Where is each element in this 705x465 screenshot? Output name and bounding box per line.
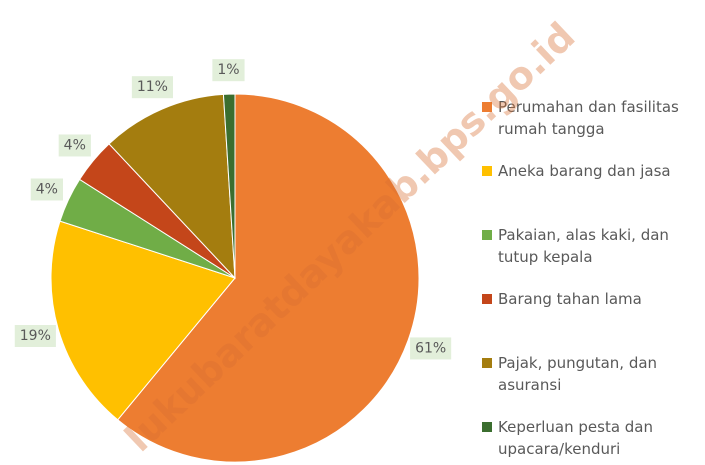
data-label: 11%: [131, 76, 173, 99]
legend-item: Perumahan dan fasilitas rumah tangga: [482, 96, 697, 160]
data-label-text: 11%: [137, 79, 168, 95]
data-label-text: 61%: [415, 340, 446, 356]
data-label: 1%: [212, 59, 245, 82]
pie-slice: [108, 93, 236, 280]
legend-swatch: [482, 102, 492, 112]
legend-swatch: [482, 422, 492, 432]
data-label: 19%: [14, 325, 56, 348]
legend-label: Pajak, pungutan, dan asuransi: [498, 354, 658, 394]
legend-item: Pajak, pungutan, dan asuransi: [482, 352, 697, 416]
data-label-text: 19%: [20, 328, 51, 344]
legend-swatch: [482, 294, 492, 304]
legend-item: Barang tahan lama: [482, 288, 697, 352]
pie-slice: [117, 93, 420, 463]
legend-item: Keperluan pesta dan upacara/kenduri: [482, 416, 697, 465]
legend-label: Keperluan pesta dan upacara/kenduri: [498, 418, 654, 458]
legend: Perumahan dan fasilitas rumah tangga Anek…: [482, 96, 697, 465]
data-label: 4%: [58, 134, 91, 157]
data-label-box: [131, 76, 173, 99]
data-label-text: 4%: [36, 181, 58, 197]
legend-swatch: [482, 358, 492, 368]
data-label-text: 1%: [217, 62, 239, 78]
data-label-box: [14, 325, 56, 348]
legend-swatch: [482, 230, 492, 240]
legend-item: Aneka barang dan jasa: [482, 160, 697, 224]
data-label: 61%: [410, 337, 452, 360]
data-label-text: 4%: [64, 137, 86, 153]
legend-item: Pakaian, alas kaki, dan tutup kepala: [482, 224, 697, 288]
data-label: 4%: [30, 178, 63, 201]
data-label-box: [30, 178, 63, 201]
legend-label: Barang tahan lama: [498, 290, 642, 308]
legend-label: Aneka barang dan jasa: [498, 162, 671, 180]
pie-slice: [50, 220, 236, 421]
legend-label: Perumahan dan fasilitas rumah tangga: [498, 98, 679, 138]
data-label-box: [212, 59, 245, 82]
data-label-box: [58, 134, 91, 157]
pie-slice: [222, 93, 236, 279]
data-label-box: [410, 337, 452, 360]
legend-swatch: [482, 166, 492, 176]
legend-label: Pakaian, alas kaki, dan tutup kepala: [498, 226, 669, 266]
